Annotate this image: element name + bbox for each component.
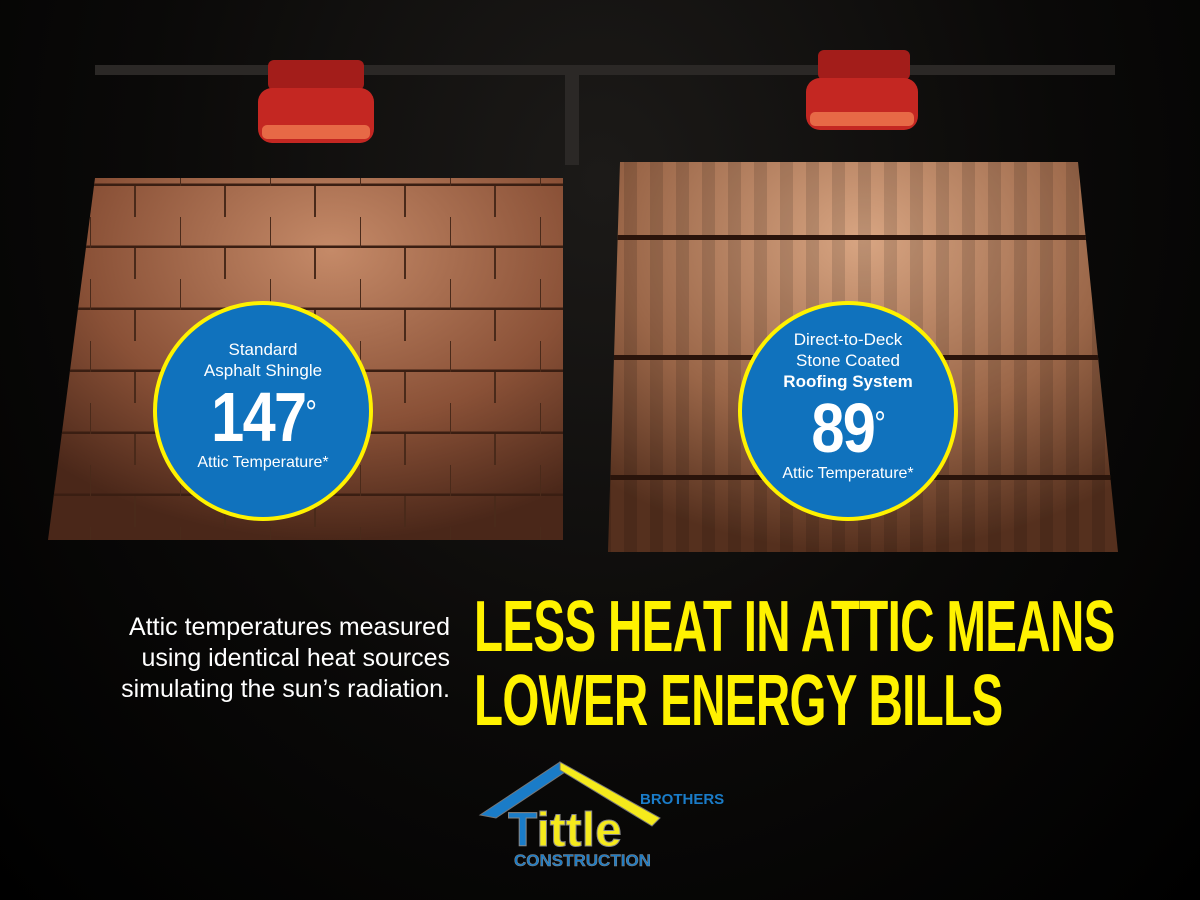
measurement-caption: Attic temperatures measured using identi… [30,612,450,705]
headline: LESS HEAT IN ATTIC MEANS LOWER ENERGY BI… [474,590,1115,738]
lamp-rail-post [565,65,579,165]
badge-label-line: Roofing System [783,372,913,391]
badge-label-line: Asphalt Shingle [203,361,323,380]
badge-label-line: Stone Coated [796,351,900,370]
headline-line: LESS HEAT IN ATTIC MEANS [474,587,1115,667]
svg-text:Tittle: Tittle [508,804,622,857]
caption-line: Attic temperatures measured [129,613,450,641]
badge-label-line: Direct-to-Deck [793,330,903,349]
headline-line: LOWER ENERGY BILLS [474,661,1003,741]
badge-footnote: Attic Temperature* [197,454,329,471]
company-logo: Tittle BROTHERS CONSTRUCTION [478,761,724,870]
asphalt-temperature-badge: Standard Asphalt Shingle 147° Attic Temp… [153,301,373,521]
heat-lamp-left [258,60,374,143]
badge-label-line: Standard [228,340,298,359]
temperature-value: 147° [210,378,317,456]
lamp-rail [95,65,1115,75]
svg-text:CONSTRUCTION: CONSTRUCTION [514,851,651,870]
badge-footnote: Attic Temperature* [782,465,914,482]
temperature-value: 89° [811,389,886,467]
heat-lamp-right [806,50,918,130]
svg-text:BROTHERS: BROTHERS [640,791,724,808]
caption-line: simulating the sun’s radiation. [121,675,450,703]
caption-line: using identical heat sources [141,644,450,672]
stone-coated-temperature-badge: Direct-to-Deck Stone Coated Roofing Syst… [738,301,958,521]
